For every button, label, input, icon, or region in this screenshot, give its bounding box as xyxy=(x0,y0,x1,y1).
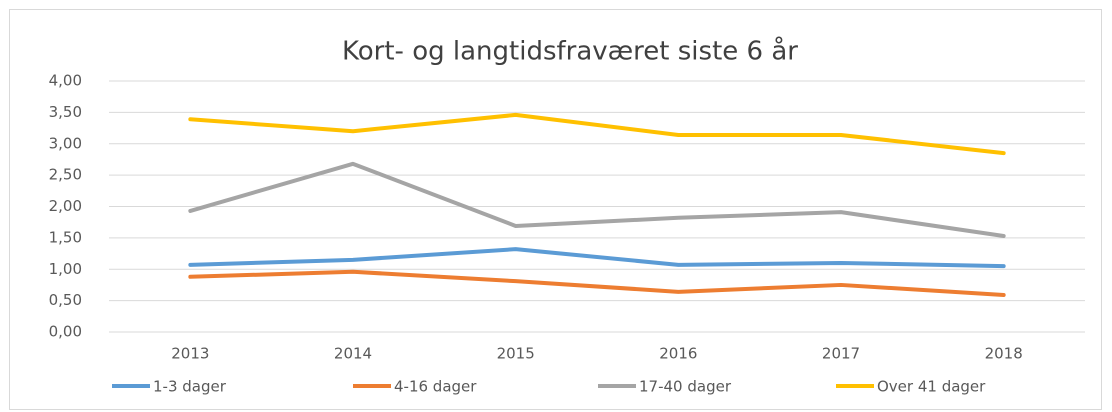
x-tick-label: 2013 xyxy=(171,345,209,363)
y-tick-label: 0,00 xyxy=(49,323,82,341)
y-tick-label: 2,50 xyxy=(49,166,82,184)
legend-label: 1-3 dager xyxy=(153,378,227,396)
legend-label: 4-16 dager xyxy=(394,378,477,396)
chart-title: Kort- og langtidsfraværet siste 6 år xyxy=(342,36,798,67)
x-tick-label: 2015 xyxy=(497,345,535,363)
y-tick-label: 3,50 xyxy=(49,103,82,121)
legend-label: Over 41 dager xyxy=(877,378,986,396)
x-tick-label: 2016 xyxy=(659,345,697,363)
x-tick-label: 2017 xyxy=(822,345,860,363)
series-line xyxy=(188,247,1006,269)
series-line xyxy=(188,112,1006,156)
series-line xyxy=(188,269,1006,297)
y-tick-label: 1,00 xyxy=(49,260,82,278)
legend-label: 17-40 dager xyxy=(639,378,732,396)
y-tick-label: 2,00 xyxy=(49,197,82,215)
y-tick-label: 4,00 xyxy=(49,72,82,90)
series-line xyxy=(188,161,1006,238)
x-tick-label: 2014 xyxy=(334,345,372,363)
y-tick-label: 1,50 xyxy=(49,228,82,246)
y-tick-label: 3,00 xyxy=(49,134,82,152)
y-tick-label: 0,50 xyxy=(49,291,82,309)
x-tick-label: 2018 xyxy=(985,345,1023,363)
